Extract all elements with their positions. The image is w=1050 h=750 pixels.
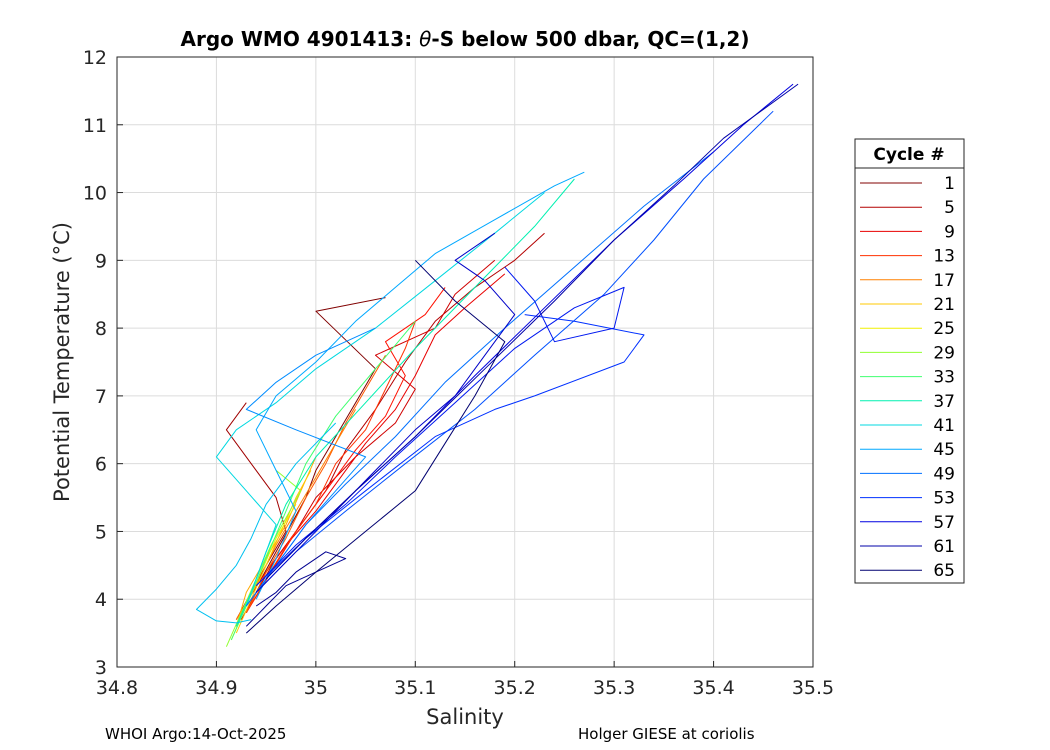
legend-entries: 1 5 9 13 17 21 25 29 33 37 41 45 49 53 57 61 65 bbox=[860, 174, 955, 581]
y-tick-label: 9 bbox=[95, 250, 107, 272]
x-tick-label: 35.4 bbox=[692, 677, 734, 699]
legend-label-49: 49 bbox=[933, 464, 955, 484]
series-line-cycle-41 bbox=[215, 192, 545, 607]
series-line-cycle-15 bbox=[245, 354, 386, 614]
series-line-cycle-63 bbox=[245, 551, 347, 627]
y-tick-label: 11 bbox=[83, 115, 107, 137]
y-tick-label: 8 bbox=[95, 318, 107, 340]
legend-label-45: 45 bbox=[933, 440, 955, 460]
chart-title: Argo WMO 4901413: θ-S below 500 dbar, QC… bbox=[181, 27, 750, 51]
legend-label-13: 13 bbox=[933, 247, 955, 267]
y-axis-label: Potential Temperature (°C) bbox=[50, 222, 74, 502]
legend-label-25: 25 bbox=[933, 319, 955, 339]
legend-label-5: 5 bbox=[944, 198, 955, 218]
y-tick-label: 4 bbox=[95, 589, 107, 611]
legend-label-17: 17 bbox=[933, 271, 955, 291]
plot-frame bbox=[116, 56, 814, 668]
legend-label-41: 41 bbox=[933, 416, 955, 436]
x-tick-label: 35.3 bbox=[593, 677, 635, 699]
legend-label-29: 29 bbox=[933, 343, 955, 363]
legend-label-9: 9 bbox=[944, 222, 955, 242]
legend-label-57: 57 bbox=[933, 513, 955, 533]
legend-label-37: 37 bbox=[933, 392, 955, 412]
series-line-cycle-61 bbox=[265, 83, 799, 580]
legend-title: Cycle # bbox=[873, 145, 944, 165]
x-tick-label: 35 bbox=[304, 677, 328, 699]
footer-left: WHOI Argo:14-Oct-2025 bbox=[105, 725, 287, 743]
legend-label-1: 1 bbox=[944, 174, 955, 194]
series-line-cycle-29 bbox=[225, 470, 302, 647]
series-line-cycle-13 bbox=[245, 321, 416, 614]
y-tick-labels: 3 4 5 6 7 8 9 10 11 12 bbox=[83, 47, 107, 679]
x-tick-labels: 34.8 34.9 35 35.1 35.2 35.3 35.4 35.5 bbox=[96, 677, 834, 699]
legend-label-65: 65 bbox=[933, 561, 955, 581]
series-line-cycle-65 bbox=[245, 259, 506, 634]
legend-label-53: 53 bbox=[933, 489, 955, 509]
x-axis-label: Salinity bbox=[426, 705, 504, 729]
footer-right: Holger GIESE at coriolis bbox=[578, 725, 755, 743]
series-line-cycle-59 bbox=[255, 232, 516, 593]
legend-label-21: 21 bbox=[933, 295, 955, 315]
x-tick-label: 34.8 bbox=[96, 677, 138, 699]
x-tick-label: 35.5 bbox=[792, 677, 834, 699]
x-tick-label: 35.1 bbox=[394, 677, 436, 699]
x-tick-label: 34.9 bbox=[195, 677, 237, 699]
x-tick-label: 35.2 bbox=[494, 677, 536, 699]
y-tick-label: 7 bbox=[95, 386, 107, 408]
series-line-cycle-51 bbox=[255, 110, 774, 593]
plot-background bbox=[117, 57, 813, 667]
y-tick-label: 5 bbox=[95, 521, 107, 543]
series-group bbox=[196, 83, 799, 647]
legend-box bbox=[854, 138, 965, 584]
series-line-cycle-43 bbox=[196, 422, 337, 624]
y-tick-label: 12 bbox=[83, 47, 107, 69]
y-tick-label: 6 bbox=[95, 454, 107, 476]
series-line-cycle-55 bbox=[255, 266, 625, 587]
y-tick-label: 10 bbox=[83, 183, 107, 205]
series-line-cycle-21 bbox=[235, 470, 312, 634]
legend-label-33: 33 bbox=[933, 368, 955, 388]
y-tick-label: 3 bbox=[95, 657, 107, 679]
series-line-cycle-11 bbox=[245, 287, 446, 614]
legend: Cycle # 1 5 9 13 17 21 25 29 33 37 41 45 49 53 57 61 65 bbox=[854, 138, 965, 584]
series-line-cycle-45 bbox=[255, 171, 585, 600]
legend-label-61: 61 bbox=[933, 537, 955, 557]
series-line-cycle-53 bbox=[255, 314, 645, 587]
series-line-cycle-49 bbox=[245, 151, 714, 607]
